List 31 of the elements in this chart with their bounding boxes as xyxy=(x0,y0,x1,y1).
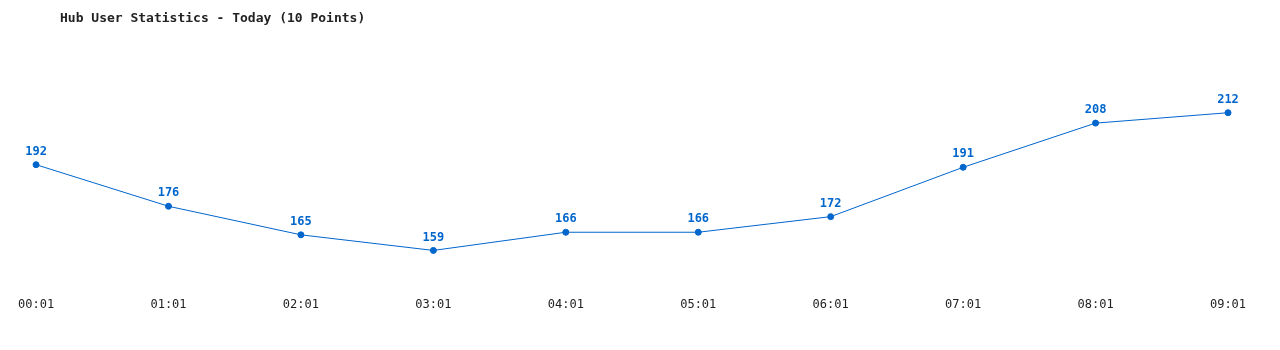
data-label: 159 xyxy=(422,229,445,244)
data-label: 166 xyxy=(687,211,710,226)
data-label: 165 xyxy=(290,213,312,228)
point xyxy=(827,213,835,221)
point xyxy=(959,163,967,171)
x-tick-label: 08:01 xyxy=(1077,296,1114,311)
data-label: 176 xyxy=(157,185,180,200)
x-tick-label: 01:01 xyxy=(150,296,187,311)
data-label: 212 xyxy=(1217,91,1239,106)
x-tick-label: 05:01 xyxy=(680,296,717,311)
x-tick-label: 00:01 xyxy=(18,296,55,311)
data-label: 208 xyxy=(1084,102,1107,117)
point xyxy=(429,246,437,254)
x-tick-label: 04:01 xyxy=(547,296,584,311)
x-tick-label: 09:01 xyxy=(1209,296,1247,311)
point xyxy=(32,161,40,169)
x-tick-label: 02:01 xyxy=(282,296,319,311)
chart-title: Hub User Statistics - Today (10 Points) xyxy=(59,9,367,27)
data-label: 192 xyxy=(25,143,47,158)
x-tick-label: 03:01 xyxy=(415,296,452,311)
point xyxy=(694,228,702,236)
point xyxy=(1092,119,1100,127)
x-tick-label: 07:01 xyxy=(945,296,982,311)
point xyxy=(297,231,305,239)
point xyxy=(1224,109,1232,117)
point xyxy=(165,202,172,210)
data-label: 191 xyxy=(952,146,974,161)
x-tick-label: 06:01 xyxy=(812,296,849,311)
data-label: 166 xyxy=(554,211,577,226)
data-label: 172 xyxy=(819,195,842,210)
point xyxy=(562,228,570,236)
